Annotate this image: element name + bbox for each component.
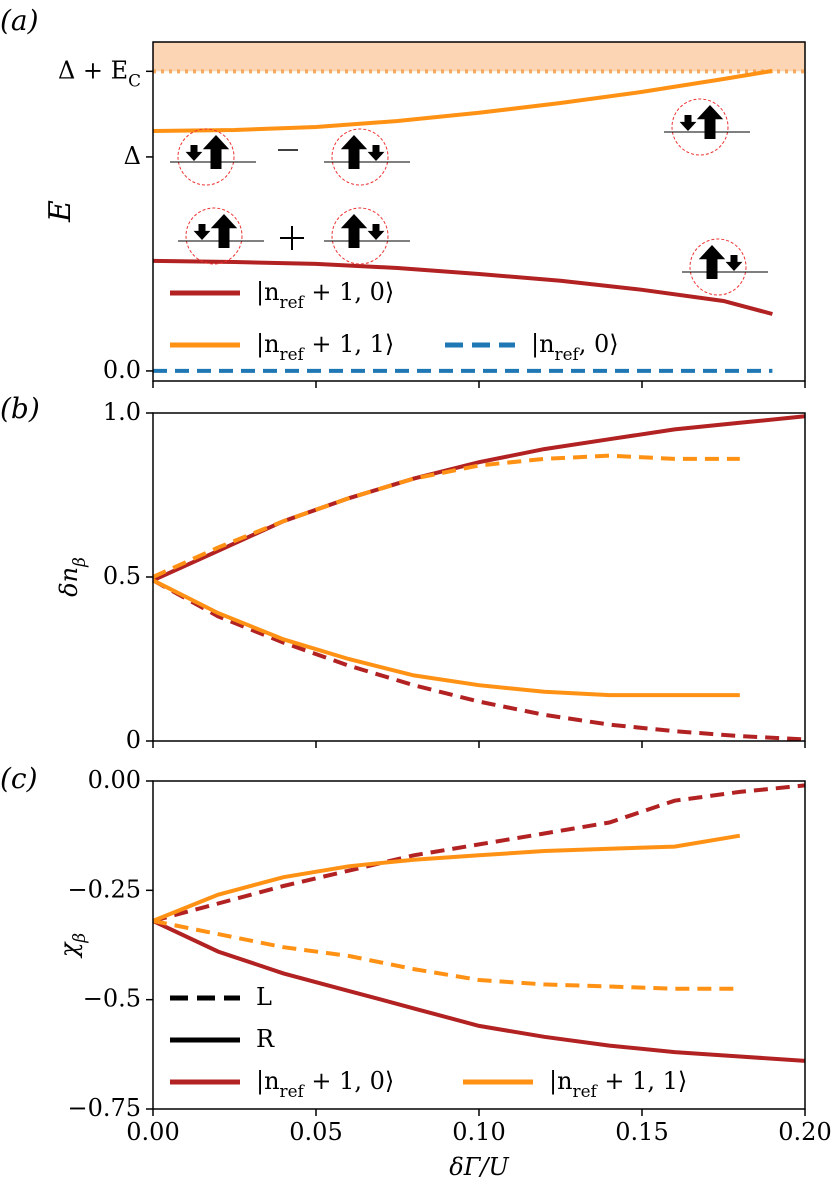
- y-tick-label: Δ + EC: [58, 56, 141, 90]
- level-diagram: [324, 207, 410, 265]
- y-tick-label: Δ: [124, 141, 141, 169]
- level-diagram: [682, 238, 768, 296]
- spin-arrow: [679, 115, 697, 131]
- inset-circle: [689, 238, 747, 296]
- spin-arrow: [185, 145, 203, 161]
- legend-label: |nref + 1, 1⟩: [256, 330, 394, 364]
- series-line: [152, 453, 740, 579]
- inset-circle: [331, 207, 389, 265]
- series-line: [152, 258, 773, 316]
- series-line: [152, 918, 740, 991]
- y-tick-label: 0.00: [88, 766, 141, 794]
- series-line: [152, 578, 806, 742]
- series-line: [152, 68, 773, 133]
- spin-arrow: [367, 145, 385, 161]
- level-diagram: [664, 98, 750, 156]
- x-axis-label: δΓ/U: [449, 1153, 509, 1181]
- y-axis-label: δnβ: [55, 557, 89, 597]
- legend-label: R: [256, 1025, 275, 1053]
- continuum-band: [153, 42, 805, 72]
- x-tick-label: 0.10: [452, 1118, 505, 1146]
- spin-arrow: [210, 214, 238, 248]
- y-tick-label: 0.5: [103, 562, 141, 590]
- y-tick-label: −0.25: [67, 875, 141, 903]
- legend-label: L: [256, 983, 272, 1011]
- series-line: [152, 414, 806, 583]
- legend-label: |nref + 1, 1⟩: [549, 1067, 687, 1101]
- series-line: [152, 578, 740, 698]
- level-diagram: [324, 128, 410, 186]
- y-tick-label: 0: [126, 726, 141, 754]
- panel-label: (a): [0, 4, 39, 37]
- legend-label: |nref + 1, 0⟩: [256, 278, 394, 312]
- panel-label: (b): [0, 392, 40, 425]
- spin-arrow: [193, 224, 211, 240]
- x-tick-label: 0.15: [615, 1118, 668, 1146]
- y-tick-label: −0.75: [67, 1094, 141, 1122]
- inset-circle: [177, 128, 235, 186]
- x-tick-label: 0.20: [778, 1118, 831, 1146]
- spin-arrow: [340, 214, 368, 248]
- inset-circle: [671, 98, 729, 156]
- y-axis-label: χβ: [55, 933, 89, 960]
- series-line: [152, 833, 741, 923]
- axes-frame: [152, 780, 806, 1110]
- spin-arrow: [725, 255, 743, 271]
- level-diagram: [178, 207, 264, 265]
- x-tick-label: 0.05: [289, 1118, 342, 1146]
- y-axis-label: E: [43, 200, 78, 223]
- axes-frame: [152, 41, 806, 382]
- series-line: [152, 919, 806, 1063]
- series-line: [152, 783, 806, 923]
- inset-circle: [185, 207, 243, 265]
- y-tick-label: 0.0: [103, 355, 141, 383]
- panel-label: (c): [0, 762, 38, 795]
- spin-arrow: [340, 135, 368, 169]
- spin-arrow: [367, 224, 385, 240]
- inset-circle: [331, 128, 389, 186]
- x-tick-label: 0.00: [126, 1118, 179, 1146]
- spin-arrow: [696, 105, 724, 139]
- y-tick-label: 1.0: [103, 398, 141, 426]
- spin-arrow: [202, 135, 230, 169]
- level-diagram: [170, 128, 256, 186]
- legend-label: |nref, 0⟩: [531, 330, 619, 364]
- spin-arrow: [698, 245, 726, 279]
- y-tick-label: −0.5: [83, 984, 141, 1012]
- legend-label: |nref + 1, 0⟩: [256, 1067, 394, 1101]
- axes-frame: [152, 412, 806, 742]
